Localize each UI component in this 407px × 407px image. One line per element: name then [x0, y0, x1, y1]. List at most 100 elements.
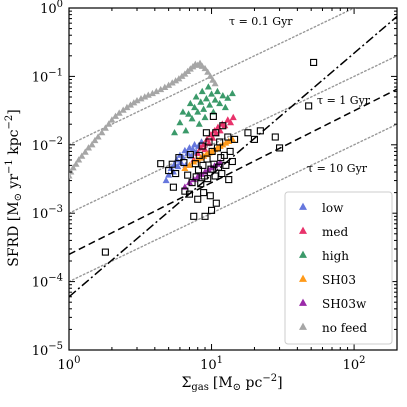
series-layer [69, 59, 237, 190]
point-no-feed [69, 172, 73, 179]
legend-box [284, 191, 393, 345]
observation-square [180, 159, 188, 167]
fit-lines [69, 15, 397, 298]
point-no-feed [133, 97, 141, 104]
observation-square [212, 129, 220, 137]
point-med [227, 118, 235, 126]
observation-square [198, 142, 206, 150]
point-high [213, 87, 221, 95]
observation-points [101, 58, 318, 256]
tau-line-1 [69, 55, 397, 214]
y-axis-kpc: kpc [6, 129, 22, 159]
observation-square [157, 160, 165, 168]
point-no-feed [72, 160, 80, 167]
point-high [224, 94, 232, 101]
point-high [186, 99, 194, 107]
observation-square [218, 169, 226, 178]
point-no-feed [204, 68, 212, 75]
observation-square [206, 192, 214, 200]
x-axis-title: Σgas [M⊙ pc−2] [181, 373, 282, 393]
point-high [208, 90, 216, 97]
x-axis-symbol: Σ [181, 375, 191, 391]
observation-square [165, 167, 173, 175]
point-high [194, 108, 202, 115]
point-med [221, 121, 229, 129]
point-sh03 [222, 139, 230, 146]
observation-square [197, 180, 205, 188]
plot-border [68, 7, 398, 351]
legend-label-med: med [322, 225, 348, 239]
point-no-feed [94, 133, 102, 140]
legend-marker-low [299, 202, 307, 210]
plot-area [68, 7, 398, 351]
point-high [171, 128, 179, 136]
point-high [206, 101, 214, 108]
reference-lines [69, 8, 397, 283]
x-axis-unit-2: pc [241, 375, 262, 391]
observation-square [209, 112, 217, 120]
y-axis-close: ] [6, 109, 22, 114]
point-no-feed [78, 152, 86, 159]
observation-square [192, 173, 200, 181]
observation-square [185, 190, 194, 198]
point-low [171, 160, 179, 167]
observation-square [188, 179, 196, 187]
point-high [195, 120, 203, 127]
observation-square [271, 133, 279, 141]
observation-square [276, 144, 284, 152]
legend-marker-no-feed [299, 322, 307, 330]
point-no-feed [98, 128, 106, 136]
observation-square [202, 129, 210, 137]
point-low [189, 145, 197, 153]
legend-marker-sh03 [299, 274, 307, 282]
point-no-feed [123, 103, 131, 111]
axis-ticks: 100 101 102 10−5 10−4 10−3 10−2 10−1 100 [32, 0, 398, 373]
point-high [204, 83, 212, 90]
y-axis-title: SFRD [M⊙ yr−1 kpc−2] [4, 109, 24, 267]
point-no-feed [172, 77, 180, 84]
point-no-feed [69, 164, 77, 171]
point-high [202, 95, 210, 102]
y-tick-label: 10−3 [32, 204, 63, 222]
legend-marker-high [299, 250, 307, 258]
point-high [176, 118, 184, 126]
tau-line-0 [69, 8, 356, 146]
x-axis-unit: [M [213, 375, 233, 391]
observation-square [226, 147, 234, 155]
y-tick-label: 10−4 [32, 273, 63, 291]
point-sh03w [216, 158, 224, 166]
point-high [200, 105, 208, 112]
legend: low med high SH03 SH03w no feed [284, 191, 393, 345]
legend-marker-med [299, 226, 307, 234]
point-no-feed [91, 136, 99, 144]
observation-square [216, 138, 224, 146]
observation-square [195, 151, 203, 159]
point-no-feed [75, 156, 83, 163]
observation-square [217, 154, 225, 162]
legend-label-sh03: SH03 [322, 273, 356, 287]
point-no-feed [105, 120, 113, 127]
observation-square [101, 248, 109, 256]
point-no-feed [144, 91, 152, 98]
point-no-feed [141, 93, 149, 100]
point-no-feed [119, 106, 127, 113]
observation-square [224, 133, 232, 141]
y-tick-label: 10−5 [32, 341, 63, 359]
point-no-feed [108, 116, 116, 123]
point-no-feed [157, 85, 165, 93]
legend-marker-sh03w [299, 298, 307, 306]
y-tick-label: 100 [40, 0, 63, 17]
observation-square [211, 172, 219, 180]
fit-line-dashdot [69, 15, 397, 298]
point-high [198, 87, 206, 95]
point-no-feed [88, 141, 96, 148]
observation-square [220, 151, 228, 159]
point-no-feed [206, 72, 214, 79]
point-sh03 [181, 164, 189, 172]
point-no-feed [126, 101, 134, 108]
observation-square [184, 171, 192, 179]
point-sh03 [225, 137, 233, 144]
point-no-feed [201, 64, 209, 72]
legend-label-sh03w: SH03w [322, 297, 367, 311]
point-no-feed [137, 95, 145, 102]
